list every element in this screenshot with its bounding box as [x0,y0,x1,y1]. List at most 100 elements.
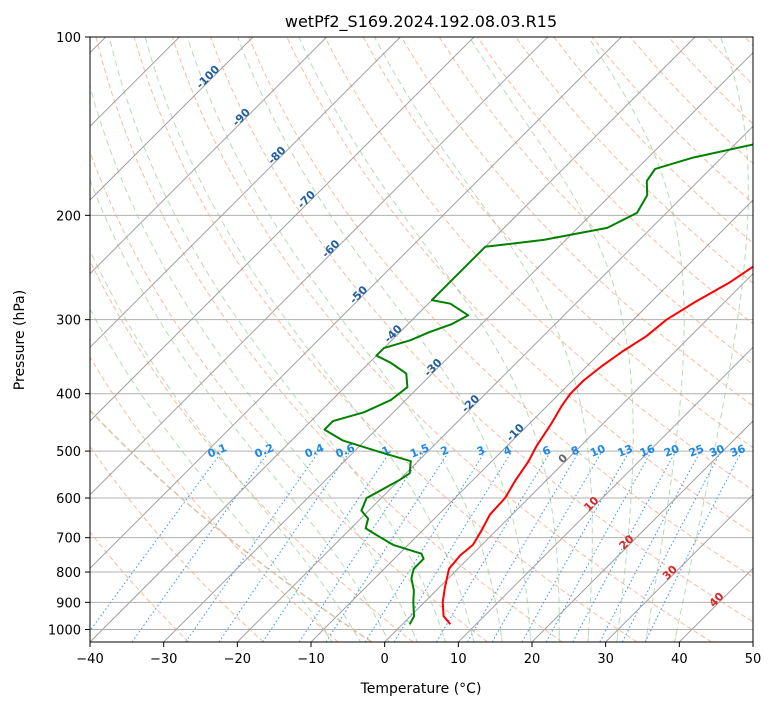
mixing-ratio-line [131,450,270,642]
isotherm-label: 40 [707,590,727,610]
isotherm-line [457,346,753,642]
y-tick-label: 500 [56,445,81,460]
isotherm-lines [90,37,753,642]
x-tick-label: 0 [381,652,389,667]
y-axis-label: Pressure (hPa) [12,290,28,390]
isotherm-line [163,51,753,642]
mixing-ratio-lines [90,450,743,642]
dry-adiabat [515,37,753,284]
isotherm-line [90,37,254,201]
mixing-ratio-label: 3 [475,443,487,458]
mixing-ratio-label: 0.2 [253,441,276,460]
x-tick-label: 10 [450,652,467,667]
mixing-ratio-line [90,450,223,632]
dry-adiabat [90,150,488,642]
isotherm-line [90,37,622,570]
boundary-curve [90,409,373,642]
isotherm-line [236,125,753,642]
dry-adiabat [744,37,753,47]
y-tick-label: 700 [56,532,81,547]
isotherm-line [90,37,401,349]
mixing-ratio-label: 16 [638,442,657,460]
mixing-ratio-line [644,450,743,642]
isotherm-label: -20 [459,392,482,415]
isotherm-line [90,37,328,275]
moist-adiabat [90,84,418,642]
moist-adiabat [90,178,390,642]
x-axis-label: Temperature (°C) [360,681,482,697]
grid-layer [90,37,753,630]
dry-adiabat [90,531,190,642]
isotherm-label: -80 [265,144,288,167]
mixing-ratio-line [467,450,580,642]
moist-adiabat [186,37,503,642]
y-tick-label: 400 [56,388,81,403]
mixing-ratio-label: 0.4 [303,441,326,460]
moist-adiabat [587,37,685,642]
mixing-ratio-line [262,450,392,642]
x-tick-label: 50 [745,652,762,667]
x-tick-label: −20 [224,652,251,667]
mixing-ratio-line [298,450,425,642]
mixing-ratio-line [521,450,630,642]
x-tick-label: −10 [297,652,324,667]
x-axis-ticks: −40 −30 −20 −10 0 10 20 30 40 50 [76,642,761,667]
moist-adiabat [144,37,475,642]
mixing-ratio-label: 8 [569,443,581,458]
moist-adiabat [90,308,333,642]
mixing-ratio-label: 30 [707,442,726,460]
chart-title: wetPf2_S169.2024.192.08.03.R15 [285,12,557,32]
dry-adiabat [133,37,638,642]
isotherm-label: -60 [319,237,342,260]
dry-adiabat [171,37,712,642]
isotherm-line [384,272,753,642]
dry-adiabat [248,37,753,578]
plot-frame [89,36,754,643]
mixing-ratio-line [393,450,513,642]
temperature-profile-line [441,265,753,625]
moist-adiabat [298,37,560,642]
moist-adiabat [469,37,634,642]
mixing-ratio-line [185,450,320,642]
x-tick-label: −30 [150,652,177,667]
dry-adiabat [210,37,753,623]
y-tick-label: 200 [56,209,81,224]
dry-adiabat [668,37,753,125]
series-layer [323,143,753,625]
isotherm-label: -50 [347,283,370,306]
y-tick-label: 600 [56,492,81,507]
moist-adiabat [374,37,593,642]
isotherm-label: 30 [660,562,680,582]
isotherm-line [90,37,549,496]
isotherm-label: -30 [421,356,444,379]
dry-adiabat [95,37,563,642]
dry-adiabat [324,37,753,491]
mixing-ratio-label: 1.5 [408,441,431,460]
isotherm-line [90,37,475,422]
mixing-ratio-label: 2 [439,443,451,458]
y-tick-label: 800 [56,566,81,581]
mixing-ratio-line [325,450,450,642]
moist-adiabat [108,37,446,642]
y-axis-ticks: 100 200 300 400 500 600 700 800 900 1000 [48,31,90,638]
isotherm-label: 20 [617,532,637,552]
isotherm-line [605,493,753,642]
mixing-ratio-label: 20 [662,442,681,460]
isotherm-label: 10 [581,494,601,514]
mixing-ratio-label: 10 [588,442,607,460]
mixing-ratio-line [545,450,653,642]
isotherm-line [531,420,753,642]
mixing-ratio-label: 0.1 [206,441,229,460]
isotherm-label: -100 [194,63,223,92]
mixing-ratio-label: 25 [687,442,706,460]
x-tick-label: 20 [524,652,541,667]
isotherm-label: -10 [504,421,527,444]
isotherm-line [310,199,753,642]
mixing-ratio-line [572,450,677,642]
y-tick-label: 100 [56,31,81,46]
x-tick-label: −40 [76,652,103,667]
dry-adiabat [90,445,264,642]
mixing-ratio-label: 13 [616,442,635,460]
mixing-ratio-line [218,450,351,642]
